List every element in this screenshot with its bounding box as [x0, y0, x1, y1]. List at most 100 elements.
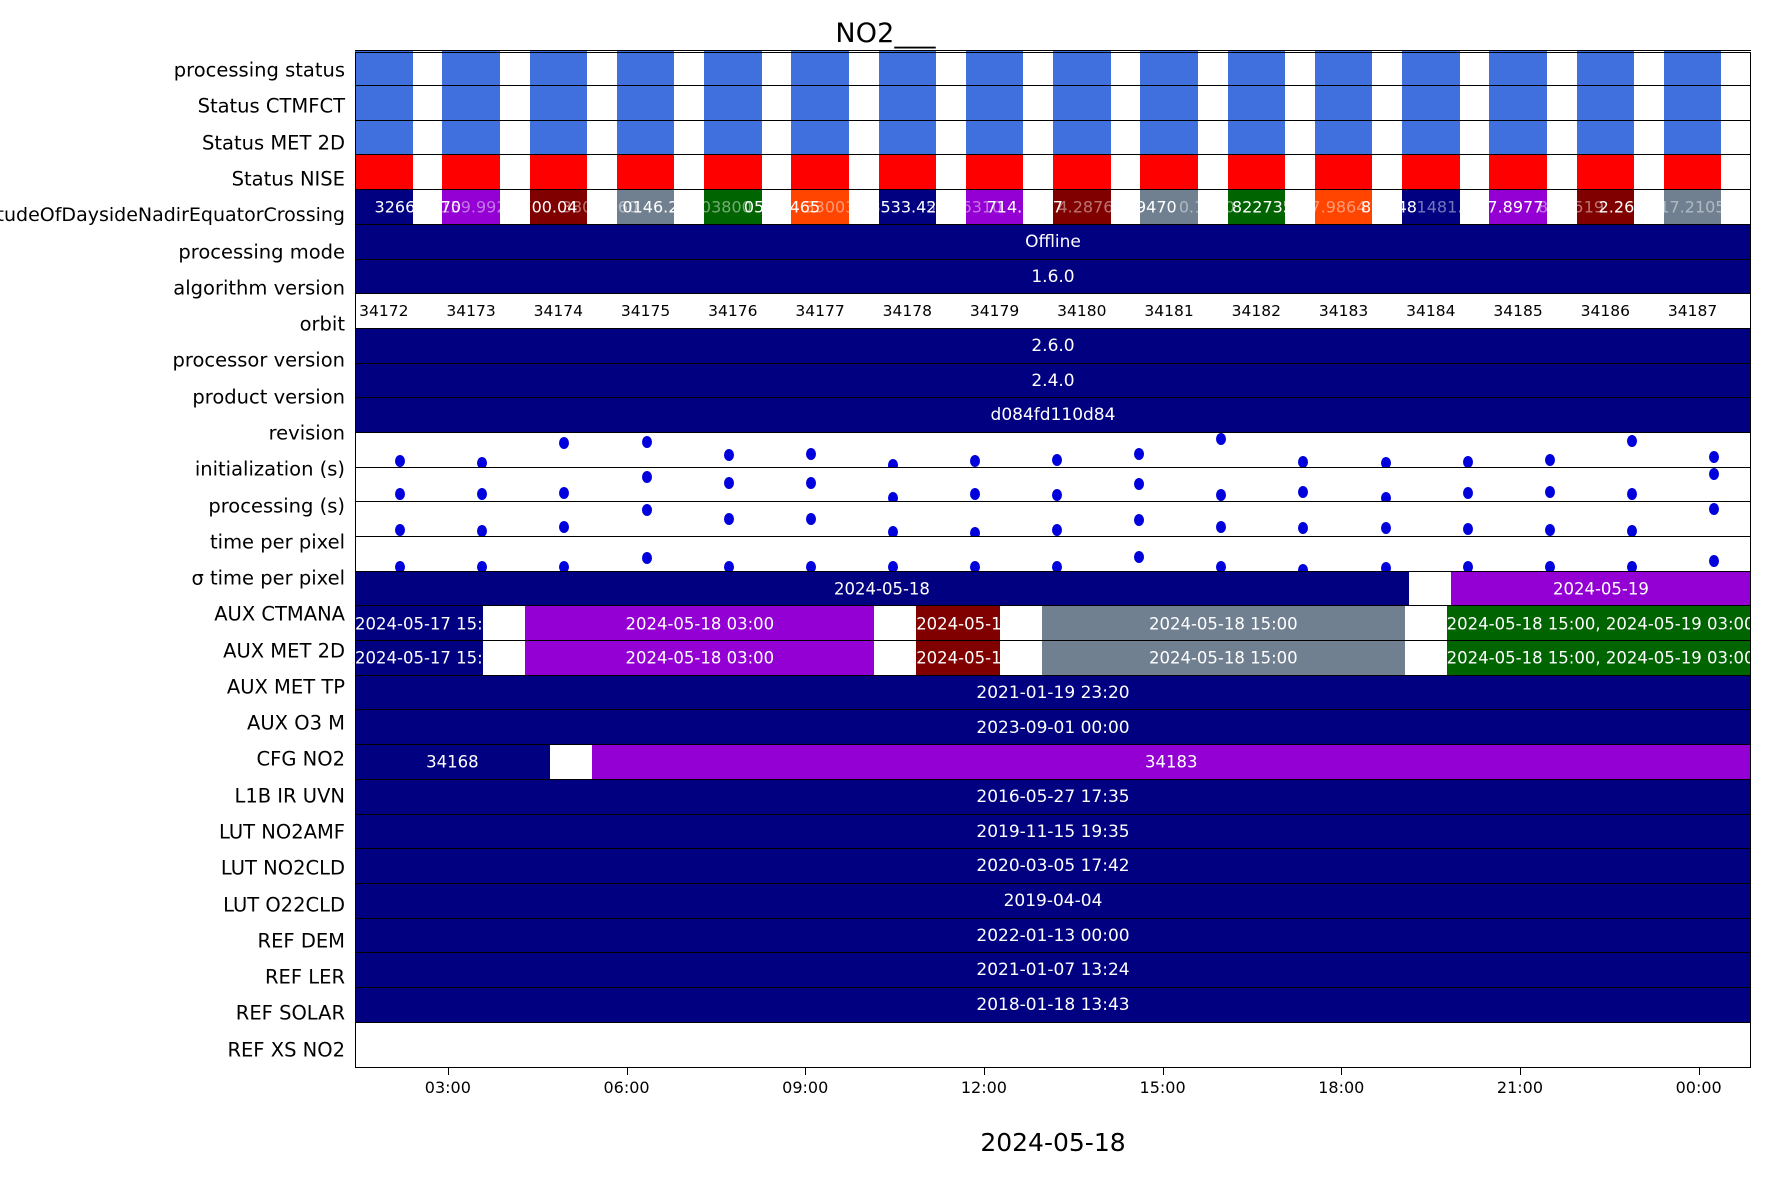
- orbit-number: 34185: [1493, 302, 1543, 321]
- axis-tick: [1341, 1068, 1343, 1075]
- row-cells: 2024-05-17 15:00, 2024-05-18 03:002024-0…: [355, 641, 1751, 676]
- orbit-number: 34180: [1057, 302, 1107, 321]
- timeline-cell: [1663, 86, 1722, 121]
- timeline-cell: [1227, 155, 1286, 190]
- longitude-value: 33003.33: [804, 197, 881, 217]
- timeline-cell: [791, 51, 849, 86]
- data-point: [477, 525, 488, 537]
- longitude-value: 052.9465: [743, 197, 821, 217]
- row-label-text: processing (s): [208, 494, 345, 518]
- axis-tick: [447, 1068, 449, 1075]
- row-label-ref-solar: REF SOLAR: [0, 995, 355, 1031]
- timeline-row-lut-o22cld: 2020-03-05 17:42: [355, 848, 1751, 885]
- timeline-row-time-per-pixel: [355, 536, 1751, 573]
- row-label-aux-met-tp: AUX MET TP: [0, 669, 355, 705]
- timeline-cell: [965, 190, 1024, 225]
- row-cells: [355, 433, 1751, 468]
- axis-tick: [1519, 1068, 1521, 1075]
- row-label-text: time per pixel: [210, 530, 345, 554]
- row-label-orbit: orbit: [0, 306, 355, 342]
- timeline-cell: [1576, 155, 1635, 190]
- longitude-value: 159.9928: [440, 197, 517, 217]
- timeline-cell: [965, 51, 1024, 86]
- timeline-cell: [1489, 155, 1547, 190]
- data-point: [641, 471, 652, 484]
- timeline-cell: [1053, 86, 1111, 121]
- data-point: [1709, 450, 1720, 463]
- timeline-cell: [529, 190, 588, 225]
- data-point: [1380, 491, 1391, 502]
- segment-label: 2024-05-18 15:00: [1148, 648, 1298, 668]
- data-point: [723, 512, 734, 525]
- timeline-row-orbit: 34172 34173 34174 34175 34176 34177 34178 34179…: [355, 293, 1751, 330]
- row-cells: [355, 51, 1751, 86]
- longitude-value: 997.9864: [1290, 197, 1367, 217]
- data-point: [887, 458, 898, 468]
- timeline-cell: [1489, 120, 1547, 156]
- timeline-cell: [965, 86, 1024, 121]
- data-point: [1544, 560, 1555, 572]
- timeline-cell: [616, 51, 675, 86]
- timeline-row-aux-met-2d: 2024-05-17 15:00, 2024-05-18 03:002024-0…: [355, 605, 1751, 642]
- orbit-number: 34177: [795, 302, 845, 321]
- orbit-number: 34186: [1580, 302, 1630, 321]
- timeline-row-product-version: 2.4.0: [355, 362, 1751, 399]
- data-point: [1298, 486, 1309, 499]
- longitude-value: 0146.286: [622, 197, 699, 217]
- data-point: [395, 455, 406, 468]
- row-cells: 2023-09-01 00:00: [355, 710, 1751, 745]
- timeline-row-status-nise: [355, 154, 1751, 191]
- timeline-cell: [1314, 155, 1373, 190]
- data-point: [887, 525, 898, 537]
- row-label-text: REF LER: [264, 965, 345, 989]
- data-point: [1709, 503, 1720, 516]
- timeline-cell: [1053, 190, 1111, 225]
- solid-band: [355, 710, 1751, 745]
- data-point: [477, 561, 488, 572]
- timeline-cell: [1404, 606, 1447, 641]
- data-point: [1134, 550, 1145, 563]
- timeline-cell: [355, 86, 413, 121]
- data-point: [641, 552, 652, 565]
- row-cells: 2.6.0: [355, 328, 1751, 364]
- timeline-row-lut-no2amf: 2016-05-27 17:35: [355, 778, 1751, 816]
- timeline-cell: [704, 190, 762, 225]
- timeline-cell: [1314, 120, 1373, 156]
- timeline-cell: [529, 155, 588, 190]
- longitude-value: 714.3497: [986, 197, 1063, 217]
- timeline-cell: [1402, 86, 1460, 121]
- data-point: [723, 477, 734, 490]
- timeline-cell: [1140, 86, 1198, 121]
- solid-band: [355, 328, 1751, 364]
- axis-tick-label: 18:00: [1318, 1078, 1365, 1097]
- timeline-cell: [1053, 51, 1111, 86]
- data-point: [1709, 467, 1720, 480]
- timeline-row-ref-solar: 2021-01-07 13:24: [355, 952, 1751, 989]
- timeline-cell: [442, 190, 500, 225]
- row-label-text: processing status: [173, 58, 345, 82]
- row-label-status-ctmfct: Status CTMFCT: [0, 88, 355, 124]
- timeline-cell: [1227, 120, 1286, 156]
- row-label-longitudeofdaysidenadirequatorcrossing: longitudeOfDaysideNadirEquatorCrossing: [0, 197, 355, 233]
- data-point: [641, 503, 652, 516]
- timeline-cell: [355, 745, 550, 780]
- data-point: [559, 521, 570, 534]
- timeline-cell: [1576, 190, 1635, 225]
- row-label-text: LUT NO2AMF: [219, 820, 345, 844]
- solid-band: [355, 918, 1751, 953]
- orbit-number: 34172: [359, 302, 409, 321]
- timeline-cell: [355, 120, 413, 156]
- axis-tick-label: 09:00: [782, 1078, 829, 1097]
- longitude-value: 30700.04: [501, 197, 578, 217]
- row-label-ref-dem: REF DEM: [0, 923, 355, 959]
- timeline-row-aux-o3-m: 2021-01-19 23:20: [355, 674, 1751, 712]
- timeline-row-aux-met-tp: 2024-05-17 15:00, 2024-05-18 03:002024-0…: [355, 640, 1751, 677]
- timeline-cell: [616, 120, 675, 156]
- row-label-text: REF SOLAR: [235, 1001, 345, 1025]
- timeline-cell: [1227, 51, 1286, 86]
- row-cells: 2016-05-27 17:35: [355, 779, 1751, 815]
- timeline-row-processing-s: [355, 466, 1751, 503]
- timeline-cell: [591, 745, 1751, 780]
- timeline-cell: [1489, 51, 1547, 86]
- timeline-row-processor-version: 2.6.0: [355, 327, 1751, 365]
